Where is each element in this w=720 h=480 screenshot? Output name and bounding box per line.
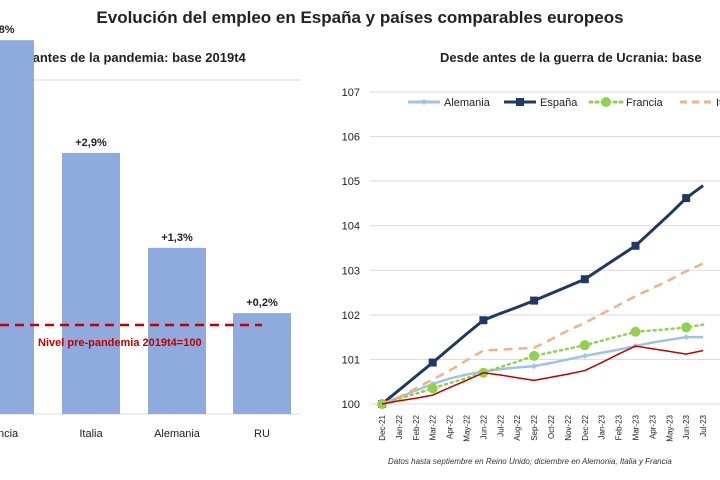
x-tick-label: Jan-22 [395,414,404,439]
x-tick-label: Feb-22 [412,414,421,440]
bar-data-label: +0,2% [246,297,278,309]
point-francia [427,383,438,394]
point-espana [631,241,640,250]
x-tick-label: Aug-22 [513,414,522,440]
point-francia [681,322,692,333]
y-tick-label: 100 [342,399,360,411]
bar-italia [62,152,120,414]
legend-marker [516,98,524,106]
bar-chart-title: Desde antes de la pandemia: base 2019t4 [0,50,247,65]
point-alemania [683,334,690,341]
reference-label: Nivel pre-pandemia 2019t4=100 [38,337,202,349]
y-tick-label: 105 [342,176,360,188]
bar-data-label: +2,9% [75,137,107,149]
x-tick-label: Feb-23 [615,414,624,440]
series-line-alemania [381,335,704,406]
legend-marker [601,97,611,107]
x-tick-label: Oct-22 [547,414,556,439]
page-title: Evolución del empleo en España y países … [96,8,624,27]
category-label: RU [254,428,270,440]
y-tick-label: 106 [342,132,360,144]
point-espana [580,275,589,284]
y-tick-label: 102 [342,310,360,322]
bar-chart: Desde antes de la pandemia: base 2019t4 … [0,24,300,440]
point-francia [579,340,590,351]
point-espana [530,296,539,305]
category-label: Italia [79,428,103,440]
footnote: Datos hasta septiembre en Reino Unido; d… [388,457,672,466]
x-tick-label: Apr-23 [648,414,657,439]
point-espana [428,358,437,367]
x-tick-label: Nov-22 [564,414,573,440]
line-chart-title: Desde antes de la guerra de Ucrania: bas… [440,50,702,65]
point-francia [630,326,641,337]
y-tick-label: 103 [342,265,360,277]
y-tick-label: 101 [342,354,360,366]
x-tick-label: Jul-22 [496,414,505,436]
x-tick-label: Jan-23 [598,414,607,439]
bar-españa [0,40,34,414]
legend-label-alemania: Alemania [444,97,491,109]
category-label: ancia [0,428,19,440]
x-tick-label: Mar-22 [429,414,438,440]
point-francia [529,350,540,361]
series-line-italia [381,262,704,406]
y-tick-label: 104 [342,221,360,233]
x-tick-label: Mar-23 [632,414,641,440]
bar-data-label: +1,3% [161,232,193,244]
legend-marker [421,99,427,105]
x-tick-label: Apr-22 [446,414,455,439]
point-alemania [531,363,538,370]
point-espana [479,316,488,325]
x-tick-label: Dec-21 [378,414,387,440]
legend-label-francia: Francia [626,97,664,109]
x-tick-label: Jul-23 [699,414,708,436]
category-label: Alemania [154,428,201,440]
x-tick-label: Dec-22 [581,414,590,440]
legend-label-espana: España [540,97,578,109]
series-line-serie-4 [381,345,704,405]
point-espana [682,194,691,203]
x-tick-label: Jun-23 [682,414,691,439]
bar-ru [233,313,291,414]
x-tick-label: Jun-22 [479,414,488,439]
bar-data-label: ,8% [0,24,15,36]
bar-alemania [148,247,206,414]
y-tick-label: 107 [342,87,360,99]
line-chart: Desde antes de la guerra de Ucrania: bas… [342,50,720,442]
x-tick-label: May-22 [463,414,472,441]
x-tick-label: Sep-22 [530,414,539,440]
legend-label-italia: Italia [716,97,720,109]
x-tick-label: May-23 [665,414,674,441]
series-line-espana [381,184,704,406]
point-alemania [581,352,588,359]
